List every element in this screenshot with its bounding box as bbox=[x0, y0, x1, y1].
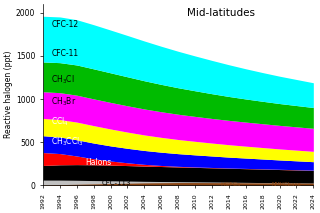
Text: CH$_3$CCl$_3$: CH$_3$CCl$_3$ bbox=[52, 135, 84, 148]
Text: CH$_3$Br: CH$_3$Br bbox=[52, 96, 77, 108]
Text: CFC-12: CFC-12 bbox=[52, 20, 78, 29]
Y-axis label: Reactive halogen (ppt): Reactive halogen (ppt) bbox=[4, 51, 13, 138]
Text: CCl$_4$: CCl$_4$ bbox=[52, 115, 69, 128]
Text: Halons: Halons bbox=[85, 158, 111, 167]
Text: NMHCbase: NMHCbase bbox=[271, 182, 301, 187]
Text: Mid-latitudes: Mid-latitudes bbox=[187, 9, 255, 19]
Text: CFC-11: CFC-11 bbox=[52, 49, 78, 58]
Text: HCFCs: HCFCs bbox=[220, 182, 241, 187]
Text: CFC-113: CFC-113 bbox=[102, 180, 132, 186]
Text: CH$_3$Cl: CH$_3$Cl bbox=[52, 73, 75, 86]
